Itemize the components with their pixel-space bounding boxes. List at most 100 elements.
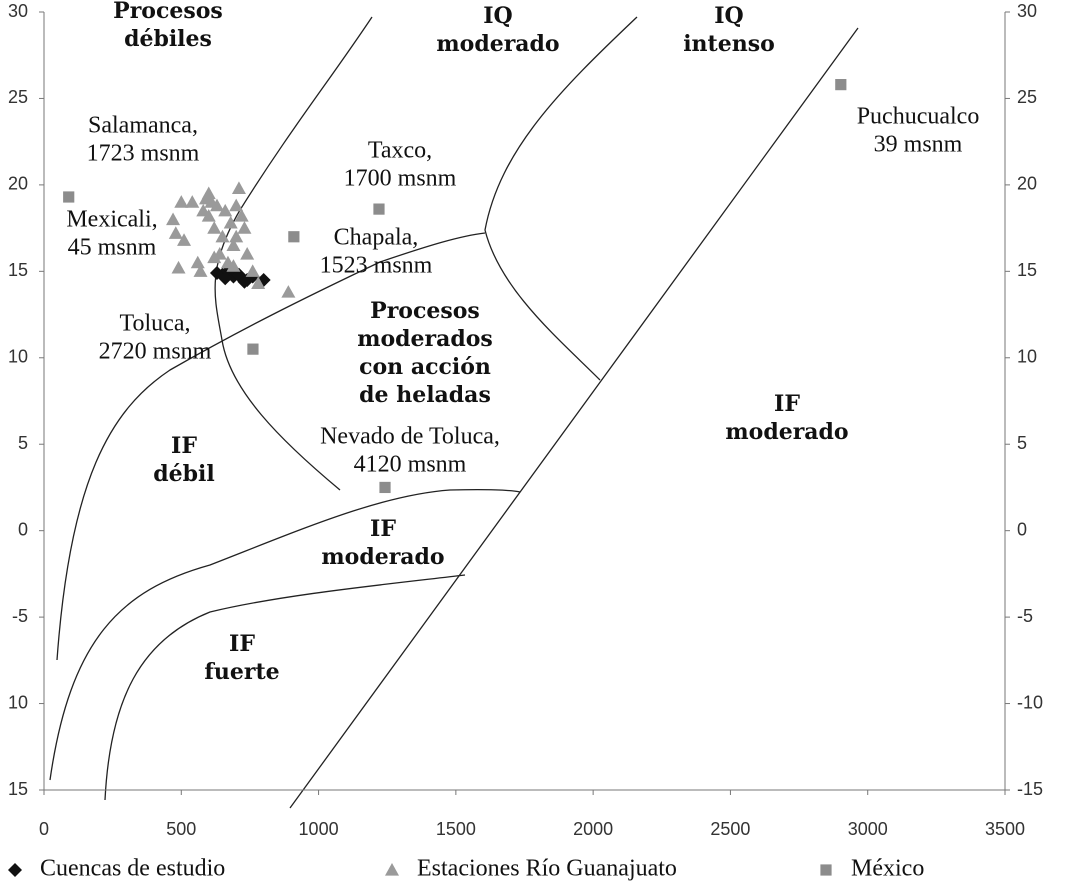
boundary bbox=[104, 574, 466, 801]
y2-tick-label: 25 bbox=[1017, 87, 1037, 107]
region-label: débil bbox=[153, 461, 214, 487]
point bbox=[226, 238, 241, 251]
point-label: Nevado de Toluca, bbox=[320, 424, 500, 450]
y-tick-label: 25 bbox=[8, 87, 28, 107]
point bbox=[247, 343, 259, 355]
x-tick-label: 1500 bbox=[436, 819, 476, 839]
region-label: IF bbox=[774, 391, 800, 417]
point bbox=[835, 79, 847, 91]
region-label: moderado bbox=[725, 419, 848, 445]
legend-marker bbox=[8, 863, 22, 877]
legend-label: Estaciones Río Guanajuato bbox=[417, 856, 677, 882]
legend-label: Cuencas de estudio bbox=[40, 856, 225, 882]
point bbox=[218, 203, 233, 217]
y-tick-label: 5 bbox=[18, 433, 28, 453]
y2-tick-label: -10 bbox=[1017, 692, 1043, 712]
point-label: Mexicali, bbox=[66, 207, 157, 233]
point bbox=[281, 285, 296, 298]
region-label: IQ bbox=[714, 3, 743, 29]
y-tick-label: 10 bbox=[8, 347, 28, 367]
point bbox=[63, 191, 75, 203]
region-label: fuerte bbox=[204, 659, 279, 685]
point bbox=[207, 221, 222, 234]
point bbox=[185, 195, 200, 208]
x-tick-label: 2000 bbox=[573, 819, 613, 839]
point bbox=[190, 255, 205, 269]
legend-marker bbox=[385, 863, 399, 876]
y2-tick-label: 15 bbox=[1017, 260, 1037, 280]
boundary bbox=[56, 232, 486, 661]
point bbox=[218, 271, 233, 286]
point bbox=[223, 215, 238, 229]
point-label: 1523 msnm bbox=[320, 253, 433, 279]
point bbox=[288, 231, 300, 243]
region-label: IF bbox=[229, 631, 255, 657]
x-tick-label: 2500 bbox=[710, 819, 750, 839]
region-label: débiles bbox=[124, 26, 212, 52]
x-tick-label: 3500 bbox=[985, 819, 1025, 839]
point-label: 4120 msnm bbox=[354, 452, 467, 478]
point bbox=[166, 212, 181, 226]
region-boundaries bbox=[49, 16, 859, 809]
point bbox=[237, 221, 252, 234]
point bbox=[171, 260, 186, 274]
point bbox=[251, 276, 266, 290]
y2-tick-label: 20 bbox=[1017, 174, 1037, 194]
point bbox=[215, 229, 230, 243]
y-tick-label: -5 bbox=[12, 606, 28, 626]
region-label: con acción bbox=[359, 354, 491, 380]
x-tick-label: 1000 bbox=[299, 819, 339, 839]
y2-tick-label: 0 bbox=[1017, 519, 1027, 539]
region-label: IF bbox=[171, 433, 197, 459]
point bbox=[226, 259, 241, 272]
y-tick-label: 15 bbox=[8, 779, 28, 799]
point bbox=[379, 481, 391, 494]
x-tick-label: 0 bbox=[39, 819, 49, 839]
point bbox=[177, 233, 192, 246]
point bbox=[237, 274, 252, 289]
region-label: IF bbox=[370, 516, 396, 542]
x-tick-label: 500 bbox=[166, 819, 196, 839]
point bbox=[174, 195, 189, 208]
point-label: 1700 msnm bbox=[344, 166, 457, 192]
point bbox=[207, 250, 222, 264]
region-label: moderados bbox=[357, 326, 493, 352]
region-label: moderado bbox=[436, 31, 559, 57]
boundary bbox=[289, 27, 859, 809]
point bbox=[193, 264, 208, 277]
y-tick-label: 10 bbox=[8, 692, 28, 712]
point bbox=[201, 209, 216, 222]
point bbox=[231, 181, 246, 194]
y2-tick-label: 10 bbox=[1017, 347, 1037, 367]
boundary bbox=[49, 488, 521, 781]
point-label: 45 msnm bbox=[68, 235, 157, 261]
y-tick-label: 20 bbox=[8, 174, 28, 194]
legend-marker bbox=[820, 864, 832, 876]
point bbox=[168, 226, 183, 239]
point-label: 39 msnm bbox=[874, 132, 963, 158]
point bbox=[373, 203, 385, 215]
region-label: Procesos bbox=[370, 298, 480, 324]
region-label: moderado bbox=[321, 544, 444, 570]
point bbox=[229, 198, 244, 212]
region-label: Procesos bbox=[113, 0, 223, 24]
y2-tick-label: -15 bbox=[1017, 779, 1043, 799]
point-label: Toluca, bbox=[120, 311, 191, 337]
point-label: Puchucualco bbox=[857, 104, 980, 130]
point-label: 1723 msnm bbox=[87, 141, 200, 167]
region-label: IQ bbox=[483, 3, 512, 29]
point bbox=[201, 186, 216, 200]
y2-tick-label: -5 bbox=[1017, 606, 1033, 626]
y2-tick-label: 30 bbox=[1017, 1, 1037, 21]
point-label: Taxco, bbox=[368, 138, 432, 164]
point-label: 2720 msnm bbox=[99, 339, 212, 365]
point bbox=[245, 264, 260, 277]
region-label: de heladas bbox=[359, 382, 491, 408]
y-tick-label: 30 bbox=[8, 1, 28, 21]
point-label: Chapala, bbox=[334, 225, 419, 251]
y-tick-label: 15 bbox=[8, 260, 28, 280]
legend-label: México bbox=[851, 856, 924, 882]
point bbox=[209, 198, 224, 212]
x-tick-label: 3000 bbox=[848, 819, 888, 839]
point bbox=[240, 247, 255, 260]
